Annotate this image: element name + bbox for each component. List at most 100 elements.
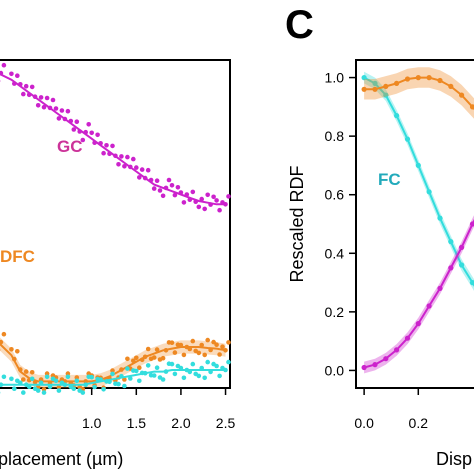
- gc-point: [80, 137, 86, 143]
- gc-point: [32, 94, 38, 99]
- gc-point: [223, 202, 228, 207]
- magenta-point: [394, 347, 400, 353]
- dfc-point: [65, 371, 71, 376]
- dfc-point: [119, 367, 124, 372]
- dfc-point: [56, 385, 62, 390]
- fc-point: [469, 280, 474, 286]
- right-x-ticks: 0.0 0.2: [354, 388, 428, 431]
- gc-point: [83, 129, 88, 135]
- dfc-point: [205, 337, 210, 343]
- gc-point: [77, 129, 82, 134]
- dfc-point: [131, 358, 136, 364]
- gc-point: [14, 73, 20, 78]
- cyan-point: [12, 386, 17, 392]
- magenta-point: [437, 285, 443, 291]
- magenta-point: [383, 356, 389, 362]
- cyan-point: [208, 369, 213, 375]
- orange-point: [469, 104, 474, 110]
- magenta-point: [459, 244, 465, 250]
- gc-point: [217, 207, 222, 213]
- cyan-point: [101, 387, 106, 392]
- dfc-point: [41, 387, 47, 392]
- gc-point: [199, 196, 204, 202]
- gc-point: [0, 70, 4, 76]
- magenta-point: [415, 321, 421, 327]
- orange-point: [426, 75, 432, 81]
- dfc-point: [181, 352, 187, 358]
- right-y-tick-label: 0.0: [325, 362, 345, 378]
- cyan-point: [137, 378, 142, 384]
- left-x-ticks: 1.0 1.5 2.0 2.5: [82, 388, 235, 431]
- gc-point: [122, 164, 127, 169]
- dfc-point: [12, 356, 17, 362]
- gc-point: [134, 165, 139, 170]
- fc-point: [437, 215, 443, 221]
- orange-band: [364, 67, 474, 119]
- gc-point: [211, 194, 216, 200]
- dfc-point: [125, 356, 130, 362]
- orange-point: [459, 92, 465, 98]
- dfc-point: [211, 339, 216, 345]
- left-chart-marks: [0, 62, 231, 395]
- gc-point: [98, 141, 103, 146]
- dfc-point: [44, 371, 50, 376]
- cyan-point: [26, 384, 32, 390]
- cyan-point: [44, 374, 50, 380]
- cyan-point: [187, 369, 193, 375]
- dfc-point: [122, 377, 127, 382]
- cyan-point: [181, 375, 187, 381]
- left-plot-frame: [0, 59, 231, 389]
- cyan-point: [119, 373, 124, 379]
- dfc-point: [145, 346, 151, 352]
- cyan-point: [214, 363, 219, 369]
- gc-point: [154, 178, 160, 183]
- orange-point: [361, 86, 367, 92]
- dfc-point: [163, 348, 169, 353]
- gc-point: [65, 108, 71, 114]
- cyan-point: [134, 368, 139, 374]
- orange-point: [383, 83, 389, 89]
- cyan-point: [74, 378, 80, 384]
- cyan-point: [160, 377, 166, 382]
- dfc-point: [1, 331, 7, 337]
- dfc-point: [208, 347, 213, 353]
- dfc-point: [139, 357, 145, 363]
- gc-point: [95, 132, 100, 138]
- cyan-point: [98, 377, 103, 382]
- dfc-point: [214, 342, 219, 348]
- gc-point: [113, 153, 118, 159]
- gc-point: [205, 192, 210, 198]
- gc-point: [50, 97, 56, 103]
- gc-point: [175, 185, 181, 190]
- gc-point: [56, 116, 62, 121]
- panel-letter-c: C: [285, 3, 314, 47]
- gc-point: [68, 118, 74, 124]
- magenta-point: [469, 221, 474, 227]
- orange-point: [404, 76, 411, 82]
- gc-point: [148, 177, 154, 183]
- cyan-point: [163, 369, 169, 374]
- cyan-point: [53, 378, 59, 384]
- cyan-point: [196, 373, 202, 379]
- gc-point: [1, 62, 7, 68]
- gc-point: [169, 183, 175, 188]
- gc-point: [47, 105, 53, 111]
- fc-point: [372, 80, 378, 86]
- gc-point: [145, 167, 151, 173]
- dfc-point: [223, 348, 228, 353]
- left-x-tick-label: 1.0: [82, 415, 102, 431]
- cyan-point: [18, 380, 23, 386]
- right-y-tick-label: 0.8: [325, 128, 345, 144]
- magenta-point: [426, 303, 432, 309]
- fc-point: [415, 162, 421, 168]
- cyan-point: [142, 370, 148, 376]
- gc-point: [53, 106, 59, 111]
- left-chart-panel: 1.0 1.5 2.0 2.5 GC DFC placement (µm): [0, 59, 235, 469]
- gc-point: [172, 192, 178, 198]
- cyan-point: [145, 363, 151, 368]
- magenta-line: [363, 219, 474, 369]
- dfc-point: [187, 346, 193, 352]
- gc-point: [137, 175, 142, 180]
- dfc-point: [14, 349, 20, 354]
